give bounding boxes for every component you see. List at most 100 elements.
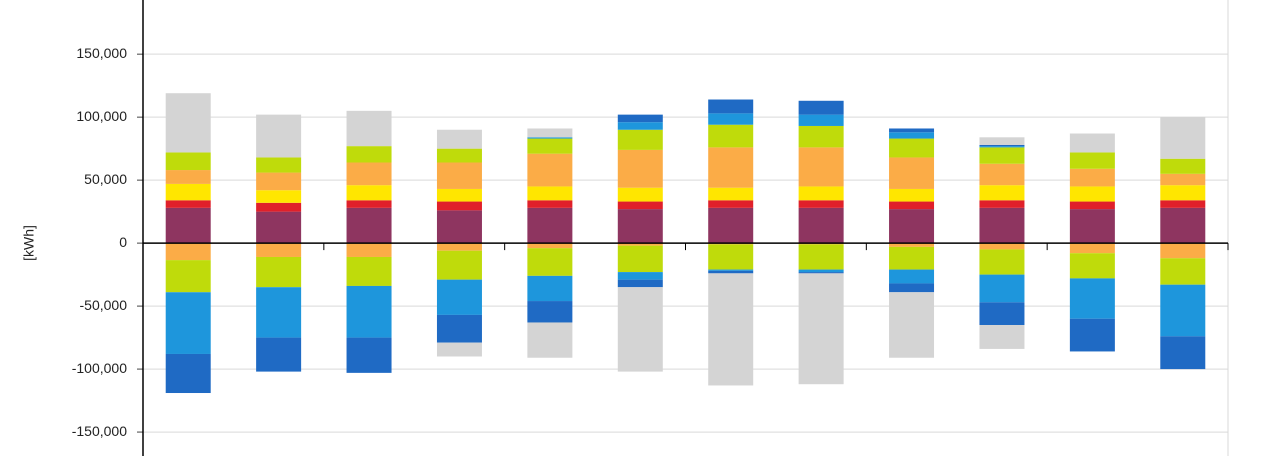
bar-segment (617, 201, 663, 210)
bar-segment (527, 322, 573, 358)
bar-segment (256, 190, 302, 203)
bar-segment (979, 185, 1025, 201)
bar-segment (798, 207, 844, 244)
bar-segment (346, 207, 392, 244)
bar-segment (527, 301, 573, 323)
bar-segment (889, 246, 935, 270)
bar-segment (1160, 207, 1206, 244)
bar-segment (617, 129, 663, 150)
bar-segment (256, 243, 302, 257)
bar-segment (436, 129, 482, 149)
bar-segment (979, 243, 1025, 250)
bar-segment (1069, 133, 1115, 153)
bar-segment (346, 110, 392, 147)
bar-segment (346, 200, 392, 208)
bar-segment (256, 287, 302, 338)
bar-segment (889, 292, 935, 358)
bar-segment (527, 275, 573, 302)
y-tick-label: 50,000 (84, 171, 127, 187)
bar-segment (165, 292, 211, 354)
bar-segment (708, 270, 754, 274)
bar-segment (708, 207, 754, 244)
bar-segment (256, 172, 302, 191)
bar-segment (436, 250, 482, 280)
y-tick-label: -100,000 (72, 360, 127, 376)
bar-segment (979, 163, 1025, 186)
bar-segment (1069, 243, 1115, 254)
bar-segment (798, 244, 844, 270)
bar-segment (1160, 117, 1206, 159)
bar-segment (436, 279, 482, 315)
bar-segment (1160, 243, 1206, 259)
bar-segment (798, 273, 844, 385)
bar-segment (346, 243, 392, 257)
bar-segment (617, 187, 663, 202)
bar-segment (256, 256, 302, 288)
bar-segment (889, 243, 935, 247)
bar-segment (256, 202, 302, 212)
bar-segment (1069, 168, 1115, 187)
bar-segment (617, 149, 663, 188)
bar-segment (889, 269, 935, 284)
bar-segment (617, 122, 663, 130)
bar-segment (889, 132, 935, 139)
y-tick-label: -150,000 (72, 423, 127, 439)
bar-segment (527, 137, 573, 139)
bar-segment (617, 245, 663, 273)
bar-segment (165, 353, 211, 394)
bar-segment (708, 200, 754, 208)
bar-segment (1069, 253, 1115, 279)
bar-segment (979, 144, 1025, 147)
bar-segment (256, 114, 302, 158)
bar-segment (798, 186, 844, 201)
bar-segment (798, 272, 844, 274)
bar-segment (256, 157, 302, 173)
bar-segment (617, 114, 663, 123)
bar-segment (708, 187, 754, 201)
bar-segment (979, 249, 1025, 275)
bar-segment (436, 210, 482, 244)
bar-segment (1160, 258, 1206, 285)
bar-segment (165, 93, 211, 153)
bar-segment (798, 269, 844, 273)
bar-segment (617, 272, 663, 280)
bar-segment (798, 100, 844, 115)
bar-segment (346, 146, 392, 163)
bar-segment (889, 128, 935, 133)
bar-segment (889, 209, 935, 244)
bar-segment (527, 128, 573, 138)
bar-segment (1069, 278, 1115, 319)
bar-segment (798, 114, 844, 126)
bar-segment (889, 188, 935, 202)
y-tick-label: -50,000 (80, 297, 128, 313)
bar-segment (798, 125, 844, 148)
bar-segment (1160, 185, 1206, 201)
bar-segment (527, 153, 573, 187)
bar-segment (527, 186, 573, 201)
bar-segment (436, 201, 482, 211)
bar-segment (1069, 201, 1115, 210)
bar-segment (979, 137, 1025, 145)
bar-segment (165, 243, 211, 261)
bar-segment (979, 324, 1025, 349)
bar-segment (979, 200, 1025, 208)
bar-segment (708, 147, 754, 188)
bar-segment (346, 285, 392, 338)
bar-segment (527, 200, 573, 208)
bar-segment (1069, 318, 1115, 352)
bar-segment (436, 314, 482, 343)
bar-segment (1069, 152, 1115, 169)
bar-segment (708, 113, 754, 125)
bar-segment (346, 185, 392, 201)
bar-segment (527, 248, 573, 276)
bar-segment (527, 207, 573, 244)
bar-segment (436, 342, 482, 357)
bar-segment (1069, 186, 1115, 202)
y-tick-label: 0 (119, 234, 127, 250)
y-axis-label: [kWh] (21, 225, 37, 261)
bar-segment (1160, 200, 1206, 208)
bar-segment (165, 200, 211, 208)
bar-segment (708, 269, 754, 271)
bar-segment (1160, 158, 1206, 174)
